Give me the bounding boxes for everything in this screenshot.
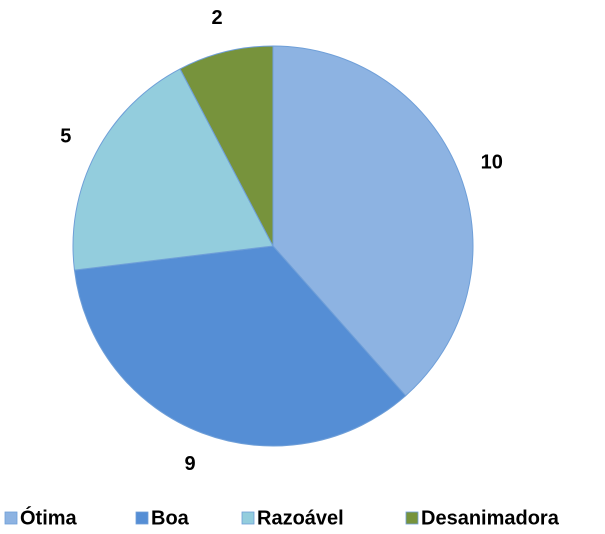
pie-slice: [179, 45, 274, 247]
legend-swatch: [135, 511, 149, 525]
legend-label: Boa: [151, 507, 190, 529]
legend-swatch: [241, 511, 255, 525]
data-label: 9: [184, 453, 195, 475]
pie-slice: [73, 245, 407, 447]
legend-label: Ótima: [20, 505, 78, 529]
legend-swatch: [405, 511, 419, 525]
legend-label: Desanimadora: [421, 507, 560, 529]
legend-swatch: [4, 511, 18, 525]
pie-slice: [272, 45, 474, 397]
pie-slice: [72, 68, 274, 271]
legend-label: Razoável: [257, 507, 344, 529]
data-label: 5: [60, 126, 71, 148]
data-label: 10: [481, 151, 503, 173]
data-label: 2: [211, 7, 222, 29]
